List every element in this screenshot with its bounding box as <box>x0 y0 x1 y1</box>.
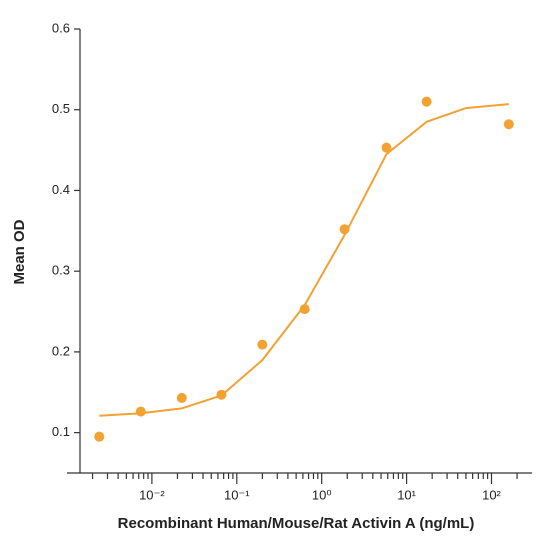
y-tick-label: 0.4 <box>52 182 70 197</box>
data-point <box>503 119 514 130</box>
data-point <box>299 304 310 315</box>
y-tick-label: 0.5 <box>52 101 70 116</box>
data-point <box>135 406 146 417</box>
data-point <box>339 224 350 235</box>
data-point <box>421 96 432 107</box>
y-tick-label: 0.3 <box>52 263 70 278</box>
y-axis-title: Mean OD <box>11 219 28 284</box>
x-axis-title: Recombinant Human/Mouse/Rat Activin A (n… <box>118 515 475 532</box>
x-tick-label: 10⁰ <box>312 487 332 502</box>
y-tick-label: 0.1 <box>52 424 70 439</box>
y-tick-label: 0.2 <box>52 343 70 358</box>
data-point <box>94 431 105 442</box>
x-tick-label: 10⁻² <box>139 487 165 502</box>
data-point <box>176 392 187 403</box>
data-point <box>381 142 392 153</box>
data-point <box>216 389 227 400</box>
x-tick-label: 10² <box>482 487 501 502</box>
fit-line <box>99 103 509 417</box>
y-tick-label: 0.6 <box>52 20 70 35</box>
data-point <box>257 339 268 350</box>
x-tick-label: 10¹ <box>397 487 416 502</box>
x-tick-label: 10⁻¹ <box>224 487 250 502</box>
